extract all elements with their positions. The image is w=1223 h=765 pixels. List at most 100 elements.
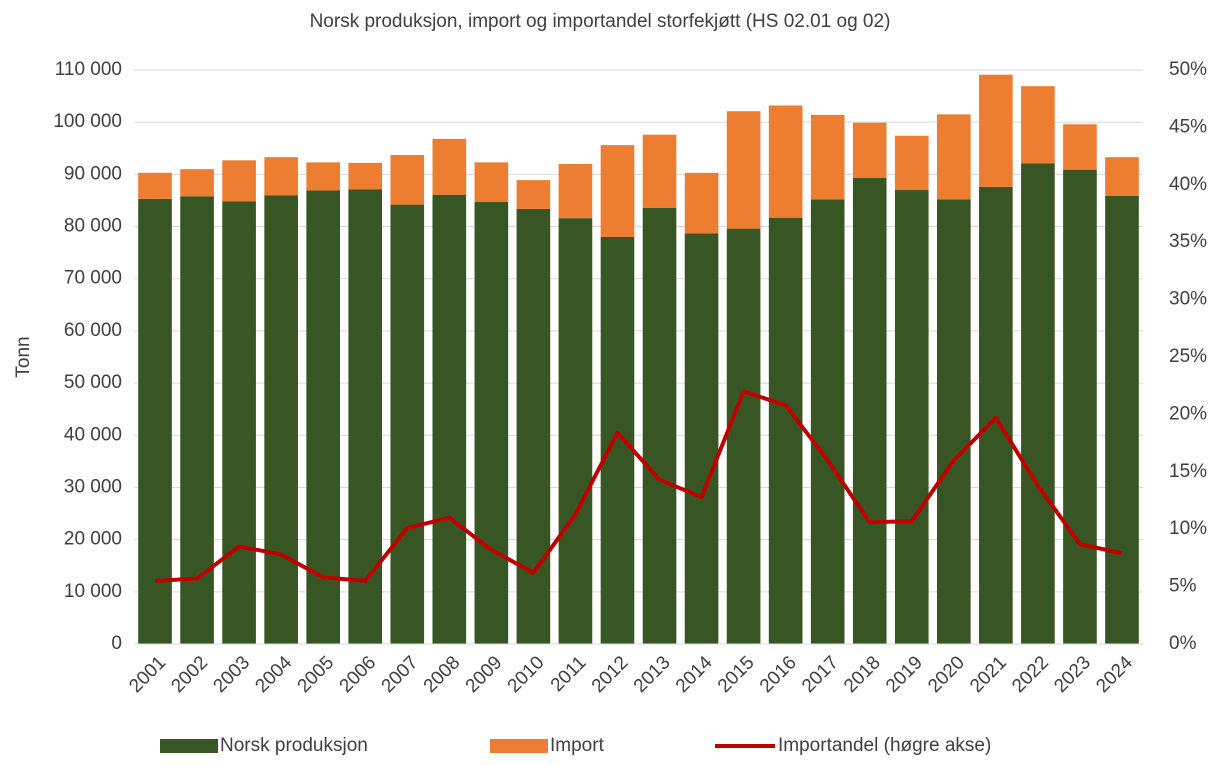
y2-tick-label: 0% bbox=[1169, 633, 1197, 654]
bar bbox=[1105, 195, 1139, 644]
x-tick-label: 2006 bbox=[336, 652, 381, 697]
bar bbox=[516, 208, 551, 644]
bar bbox=[852, 122, 887, 179]
bar bbox=[1105, 157, 1139, 196]
y-tick-label: 100 000 bbox=[53, 111, 122, 132]
y-axis-label: Tonn bbox=[13, 336, 34, 377]
y2-tick-label: 15% bbox=[1169, 461, 1207, 482]
bar bbox=[768, 105, 803, 218]
bar bbox=[306, 162, 341, 191]
legend-swatch bbox=[490, 739, 548, 753]
x-tick-label: 2005 bbox=[294, 652, 339, 697]
x-tick-label: 2008 bbox=[420, 652, 465, 697]
bar bbox=[600, 236, 635, 644]
x-tick-label: 2022 bbox=[1008, 652, 1053, 697]
bar bbox=[138, 198, 172, 644]
legend-label: Import bbox=[550, 735, 605, 756]
bar bbox=[558, 218, 593, 645]
bar bbox=[348, 189, 383, 644]
x-tick-label: 2020 bbox=[924, 652, 969, 697]
y-tick-label: 40 000 bbox=[64, 424, 122, 445]
bar bbox=[516, 180, 551, 209]
x-tick-label: 2019 bbox=[882, 652, 927, 697]
x-tick-label: 2001 bbox=[125, 652, 170, 697]
bar bbox=[1063, 169, 1097, 644]
legend-swatch bbox=[160, 739, 218, 753]
x-tick-label: 2017 bbox=[798, 652, 843, 697]
x-tick-label: 2010 bbox=[504, 652, 549, 697]
bar bbox=[348, 162, 383, 190]
bar bbox=[306, 190, 341, 645]
bar bbox=[894, 135, 929, 191]
y2-tick-label: 10% bbox=[1169, 518, 1207, 539]
bar bbox=[726, 228, 761, 644]
y2-tick-label: 45% bbox=[1169, 116, 1207, 137]
x-tick-label: 2004 bbox=[251, 652, 296, 697]
bar bbox=[180, 169, 214, 197]
y2-tick-label: 40% bbox=[1169, 174, 1207, 195]
y2-tick-label: 30% bbox=[1169, 289, 1207, 310]
bar bbox=[684, 172, 719, 234]
legend-label: Norsk produksjon bbox=[220, 735, 368, 756]
chart-title: Norsk produksjon, import og importandel … bbox=[310, 11, 891, 32]
bar bbox=[390, 204, 425, 644]
y-tick-label: 50 000 bbox=[64, 372, 122, 393]
bar bbox=[138, 172, 172, 199]
bar bbox=[1063, 124, 1097, 170]
bar bbox=[1021, 86, 1055, 164]
y2-tick-label: 5% bbox=[1169, 576, 1197, 597]
bar bbox=[979, 186, 1013, 644]
y2-tick-label: 20% bbox=[1169, 403, 1207, 424]
y-tick-label: 80 000 bbox=[64, 216, 122, 237]
bar bbox=[852, 178, 887, 644]
bar bbox=[432, 194, 467, 644]
bar bbox=[684, 233, 719, 644]
y-tick-label: 70 000 bbox=[64, 268, 122, 289]
bar bbox=[432, 138, 467, 195]
bar bbox=[726, 111, 761, 229]
y-tick-label: 30 000 bbox=[64, 476, 122, 497]
x-tick-label: 2011 bbox=[547, 652, 591, 696]
x-tick-label: 2021 bbox=[966, 652, 1011, 697]
x-tick-label: 2016 bbox=[756, 652, 801, 697]
bar bbox=[936, 199, 971, 645]
x-tick-label: 2009 bbox=[462, 652, 507, 697]
bar bbox=[222, 160, 256, 202]
bar bbox=[642, 207, 677, 644]
y-tick-label: 20 000 bbox=[64, 529, 122, 550]
x-tick-label: 2015 bbox=[714, 652, 759, 697]
line bbox=[154, 389, 1123, 583]
x-tick-label: 2003 bbox=[209, 652, 254, 697]
y-tick-label: 60 000 bbox=[64, 320, 122, 341]
y2-tick-label: 50% bbox=[1169, 59, 1207, 80]
y-tick-label: 10 000 bbox=[64, 581, 122, 602]
x-tick-label: 2007 bbox=[378, 652, 423, 697]
bar bbox=[558, 163, 593, 219]
x-tick-label: 2014 bbox=[672, 652, 717, 697]
bar bbox=[1021, 163, 1055, 644]
x-tick-label: 2002 bbox=[167, 652, 212, 697]
x-tick-label: 2018 bbox=[840, 652, 885, 697]
y2-tick-label: 35% bbox=[1169, 231, 1207, 252]
bar bbox=[936, 114, 971, 200]
bar bbox=[810, 114, 845, 200]
bar bbox=[222, 201, 256, 645]
bar bbox=[264, 157, 298, 196]
x-tick-label: 2024 bbox=[1092, 652, 1137, 697]
y-tick-label: 110 000 bbox=[55, 59, 122, 80]
x-tick-label: 2013 bbox=[630, 652, 675, 697]
bar bbox=[390, 155, 425, 205]
y-tick-label: 90 000 bbox=[64, 163, 122, 184]
bar bbox=[768, 217, 803, 644]
y-tick-label: 0 bbox=[111, 633, 122, 654]
bar bbox=[600, 145, 635, 237]
bar bbox=[474, 202, 509, 644]
bar bbox=[642, 134, 677, 208]
bar bbox=[810, 199, 845, 645]
x-tick-label: 2012 bbox=[588, 652, 633, 697]
bar bbox=[474, 162, 509, 203]
legend-label: Importandel (høgre akse) bbox=[778, 735, 991, 756]
bar bbox=[894, 190, 929, 644]
x-tick-label: 2023 bbox=[1050, 652, 1095, 697]
